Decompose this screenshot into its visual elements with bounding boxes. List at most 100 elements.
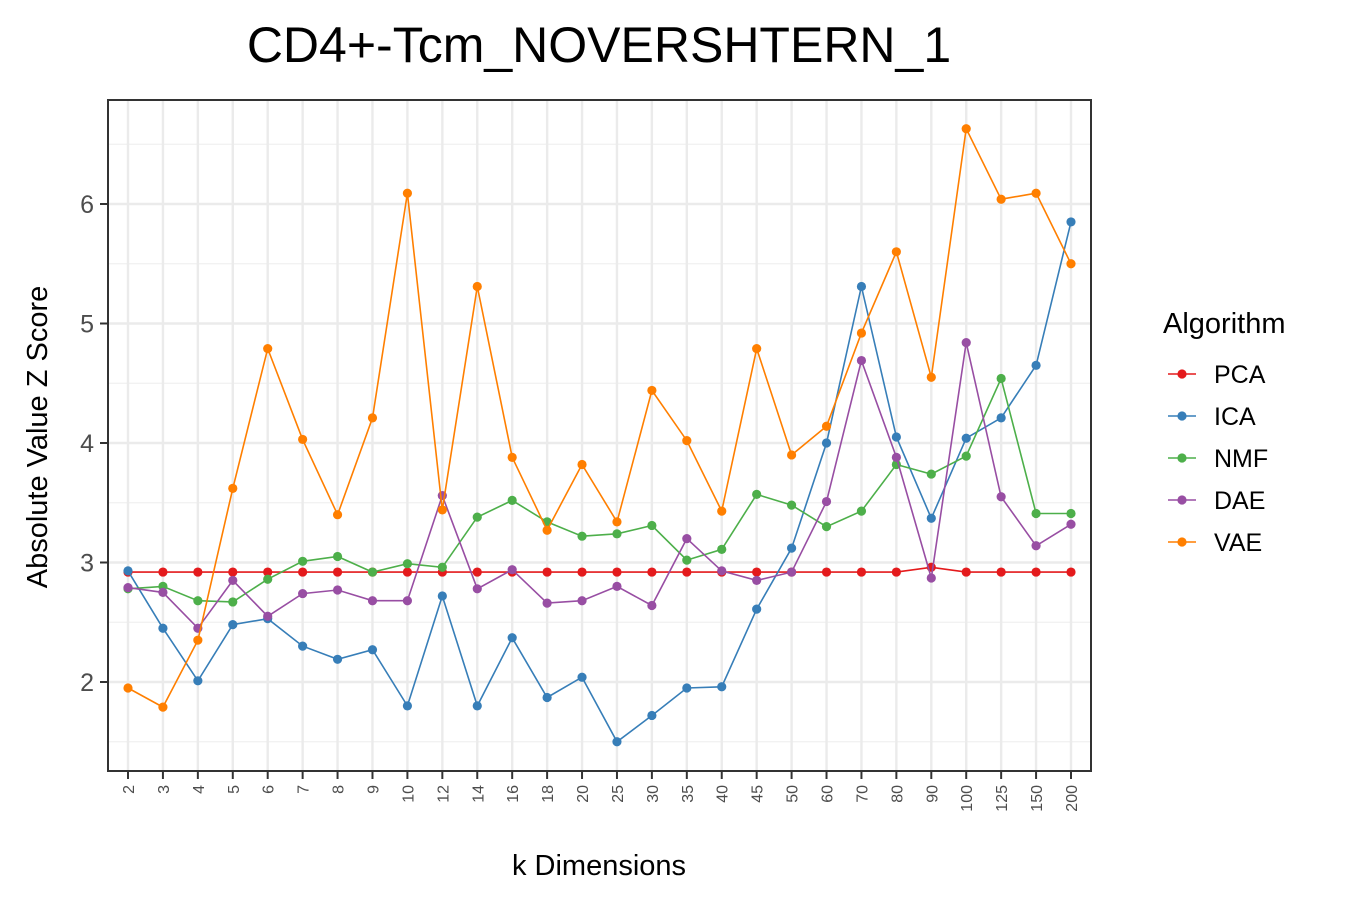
data-point-dae bbox=[752, 575, 762, 586]
data-point-nmf bbox=[577, 531, 587, 541]
x-tick-label: 60 bbox=[820, 785, 837, 803]
data-point-nmf bbox=[507, 495, 517, 505]
data-point-ica bbox=[891, 432, 901, 442]
data-point-ica bbox=[1031, 360, 1041, 370]
legend: Algorithm PCA ICA NMF DAE VAE bbox=[1163, 308, 1286, 557]
data-point-ica bbox=[332, 654, 343, 664]
x-tick-label: 16 bbox=[505, 785, 522, 803]
data-point-ica bbox=[507, 633, 517, 643]
data-point-ica bbox=[228, 620, 238, 630]
data-point-ica bbox=[577, 672, 587, 682]
x-tick-label: 8 bbox=[331, 785, 348, 794]
x-tick-label: 18 bbox=[540, 785, 557, 803]
y-tick-label: 6 bbox=[80, 191, 94, 219]
data-point-vae bbox=[856, 328, 867, 338]
data-point-vae bbox=[402, 188, 413, 198]
x-tick-label: 2 bbox=[121, 785, 138, 794]
x-axis-title: k Dimensions bbox=[512, 850, 686, 882]
x-tick-label: 125 bbox=[994, 785, 1011, 812]
data-point-vae bbox=[821, 421, 832, 431]
series-line-ica bbox=[127, 221, 1072, 743]
chart-title: CD4+-Tcm_NOVERSHTERN_1 bbox=[247, 17, 951, 73]
data-point-nmf bbox=[1031, 508, 1041, 519]
x-tick-label: 3 bbox=[156, 785, 173, 794]
data-point-nmf bbox=[472, 512, 482, 522]
data-point-pca bbox=[228, 567, 238, 577]
data-point-ica bbox=[717, 682, 727, 692]
data-point-pca bbox=[856, 567, 867, 577]
x-tick-label: 7 bbox=[296, 785, 313, 794]
data-point-ica bbox=[298, 641, 308, 651]
data-point-pca bbox=[472, 567, 482, 577]
data-point-vae bbox=[1066, 259, 1076, 269]
data-point-pca bbox=[996, 567, 1006, 577]
data-point-vae bbox=[298, 434, 308, 445]
plot-panel bbox=[108, 100, 1091, 771]
data-point-dae bbox=[542, 598, 552, 608]
legend-key-point-pca bbox=[1177, 369, 1187, 379]
data-point-dae bbox=[891, 452, 901, 462]
y-tick-label: 5 bbox=[80, 311, 94, 339]
x-tick-label: 6 bbox=[261, 785, 278, 794]
data-point-vae bbox=[996, 194, 1006, 204]
panel-border bbox=[107, 99, 1092, 772]
legend-key-point-vae bbox=[1177, 537, 1187, 547]
x-tick-label: 20 bbox=[575, 785, 592, 803]
x-tick-label: 14 bbox=[470, 785, 487, 803]
x-tick-label: 80 bbox=[889, 785, 906, 803]
y-tick-label: 2 bbox=[80, 669, 94, 697]
data-point-pca bbox=[821, 567, 832, 577]
data-point-dae bbox=[647, 600, 657, 611]
data-point-vae bbox=[507, 452, 517, 462]
x-tick-label: 40 bbox=[715, 785, 732, 803]
data-point-ica bbox=[647, 710, 657, 721]
x-tick-label: 45 bbox=[750, 785, 767, 803]
data-point-ica bbox=[158, 623, 168, 633]
data-point-vae bbox=[786, 450, 797, 460]
plot-background bbox=[108, 100, 1091, 771]
data-point-ica bbox=[472, 701, 482, 711]
data-point-ica bbox=[612, 737, 622, 747]
data-point-vae bbox=[752, 343, 762, 354]
series-line-pca bbox=[128, 566, 1071, 573]
data-point-pca bbox=[682, 567, 692, 577]
data-point-pca bbox=[332, 567, 343, 577]
data-point-dae bbox=[856, 355, 867, 366]
data-point-nmf bbox=[298, 556, 308, 566]
data-point-nmf bbox=[996, 373, 1006, 384]
data-point-pca bbox=[298, 567, 308, 577]
data-point-nmf bbox=[717, 544, 727, 554]
data-point-ica bbox=[367, 645, 378, 655]
data-point-dae bbox=[332, 585, 343, 595]
data-point-pca bbox=[612, 567, 622, 577]
data-point-ica bbox=[193, 676, 203, 686]
data-point-ica bbox=[1066, 217, 1076, 227]
x-tick-label: 150 bbox=[1029, 785, 1046, 812]
data-point-pca bbox=[577, 567, 587, 577]
data-point-ica bbox=[542, 692, 552, 703]
series-line-dae bbox=[127, 342, 1072, 630]
series-line-nmf bbox=[127, 376, 1071, 603]
legend-label-nmf: NMF bbox=[1214, 445, 1268, 473]
data-point-dae bbox=[961, 338, 971, 348]
data-point-vae bbox=[577, 459, 587, 470]
y-tick-label: 4 bbox=[80, 430, 94, 458]
legend-label-ica: ICA bbox=[1214, 403, 1256, 431]
data-point-nmf bbox=[1066, 508, 1076, 519]
data-point-vae bbox=[682, 436, 692, 446]
data-point-nmf bbox=[926, 469, 936, 479]
data-point-nmf bbox=[961, 451, 971, 461]
x-tick-label: 5 bbox=[226, 785, 243, 794]
data-point-nmf bbox=[786, 500, 797, 510]
data-point-nmf bbox=[682, 555, 692, 565]
data-point-nmf bbox=[332, 551, 343, 562]
legend-label-vae: VAE bbox=[1214, 529, 1262, 557]
data-point-pca bbox=[193, 567, 203, 577]
data-point-nmf bbox=[752, 489, 762, 499]
data-point-vae bbox=[1031, 188, 1041, 198]
data-point-dae bbox=[507, 565, 517, 575]
data-point-nmf bbox=[647, 520, 657, 531]
data-point-ica bbox=[996, 413, 1006, 423]
